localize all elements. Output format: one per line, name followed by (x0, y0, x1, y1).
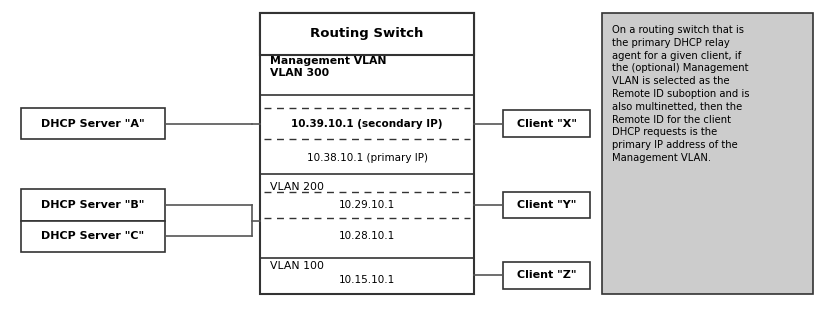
Text: 10.28.10.1: 10.28.10.1 (339, 231, 395, 241)
Text: Client "Z": Client "Z" (516, 270, 577, 280)
Bar (503, 192, 590, 218)
Text: VLAN 200: VLAN 200 (270, 182, 323, 192)
Text: 10.29.10.1: 10.29.10.1 (339, 200, 395, 210)
Text: DHCP Server "C": DHCP Server "C" (41, 231, 144, 241)
Bar (21, 189, 165, 221)
Text: DHCP Server "A": DHCP Server "A" (41, 119, 144, 129)
Bar (260, 13, 474, 294)
Text: 10.15.10.1: 10.15.10.1 (339, 275, 395, 285)
Bar (21, 221, 165, 252)
Text: 10.39.10.1 (secondary IP): 10.39.10.1 (secondary IP) (291, 119, 443, 129)
Bar (602, 13, 813, 294)
Bar (260, 13, 474, 55)
Text: VLAN 100: VLAN 100 (270, 261, 323, 271)
Text: 10.38.10.1 (primary IP): 10.38.10.1 (primary IP) (307, 153, 427, 163)
Text: On a routing switch that is
the primary DHCP relay
agent for a given client, if
: On a routing switch that is the primary … (612, 25, 750, 163)
Text: Routing Switch: Routing Switch (310, 27, 424, 40)
Bar (503, 110, 590, 137)
Text: Client "X": Client "X" (516, 119, 577, 129)
Text: DHCP Server "B": DHCP Server "B" (41, 200, 144, 210)
Text: Management VLAN
VLAN 300: Management VLAN VLAN 300 (270, 56, 386, 78)
Bar (503, 262, 590, 289)
Text: Client "Y": Client "Y" (517, 200, 576, 210)
Bar (21, 108, 165, 139)
